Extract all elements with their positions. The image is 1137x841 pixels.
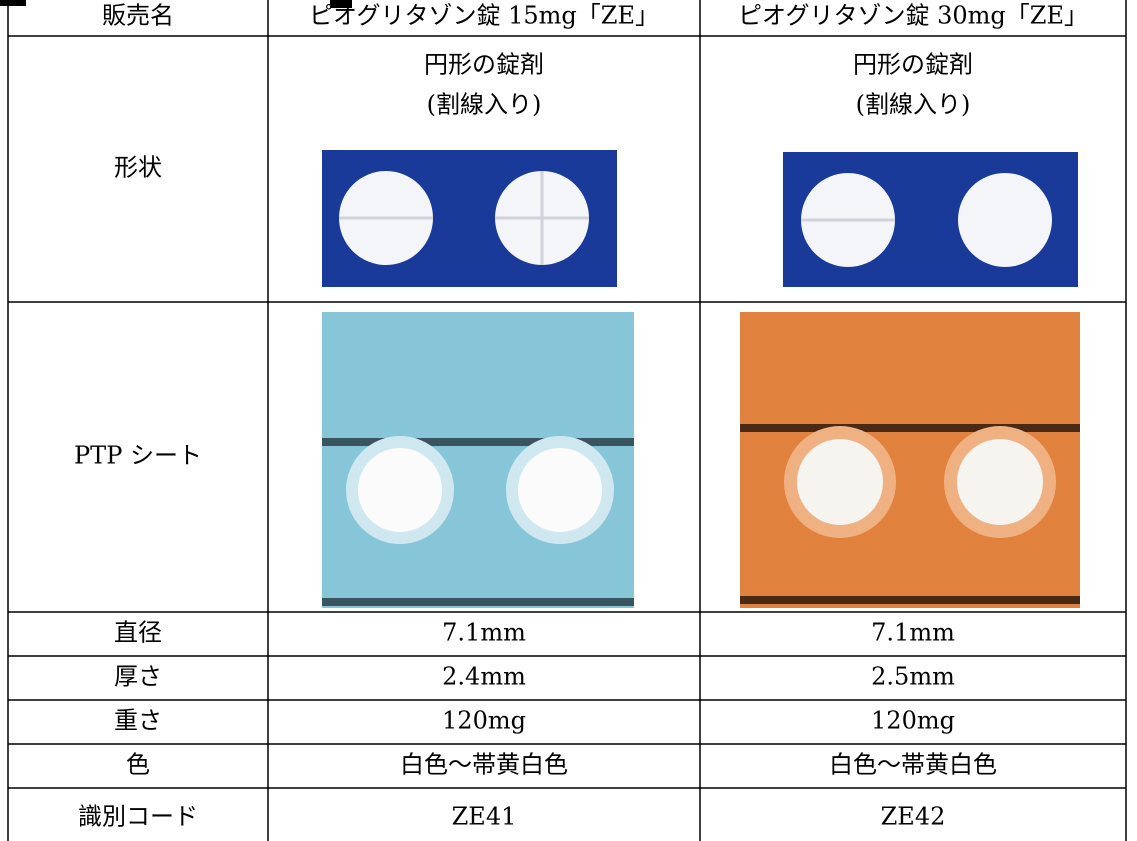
cell-text: 円形の錠剤 xyxy=(424,51,544,79)
cell-text: ピオグリタゾン錠 30mg「ZE」 xyxy=(738,2,1088,30)
cell-text: ピオグリタゾン錠 15mg「ZE」 xyxy=(309,2,659,30)
ptp-photo-30 xyxy=(740,312,1080,608)
cell-text: 円形の錠剤 xyxy=(853,51,973,79)
row-label: 色 xyxy=(126,751,150,779)
cell-text: ZE42 xyxy=(881,803,946,831)
cell-text: 7.1mm xyxy=(442,619,526,647)
cell-text: 2.5mm xyxy=(871,663,955,691)
tablet-photo-30 xyxy=(783,152,1078,287)
heading-fragment xyxy=(330,0,352,8)
row-label: 販売名 xyxy=(102,2,174,30)
row-label: 形状 xyxy=(114,154,162,182)
row-label: 厚さ xyxy=(114,663,162,691)
tablet-photo-15 xyxy=(322,150,617,287)
ptp-photo-15 xyxy=(322,312,634,608)
row-label: 重さ xyxy=(114,707,162,735)
cell-text: 120mg xyxy=(871,707,955,735)
cell-text: 白色～帯黄白色 xyxy=(829,751,997,779)
cell-text: 2.4mm xyxy=(442,663,526,691)
row-label: PTP シート xyxy=(74,442,202,470)
cell-text: ZE41 xyxy=(452,803,517,831)
cell-text: 120mg xyxy=(442,707,526,735)
cell-text: (割線入り) xyxy=(856,91,971,119)
heading-fragment xyxy=(0,0,26,6)
cell-text: 7.1mm xyxy=(871,619,955,647)
row-label: 直径 xyxy=(114,619,162,647)
cell-text: 白色～帯黄白色 xyxy=(400,751,568,779)
cell-text: (割線入り) xyxy=(427,91,542,119)
row-label: 識別コード xyxy=(78,803,198,831)
